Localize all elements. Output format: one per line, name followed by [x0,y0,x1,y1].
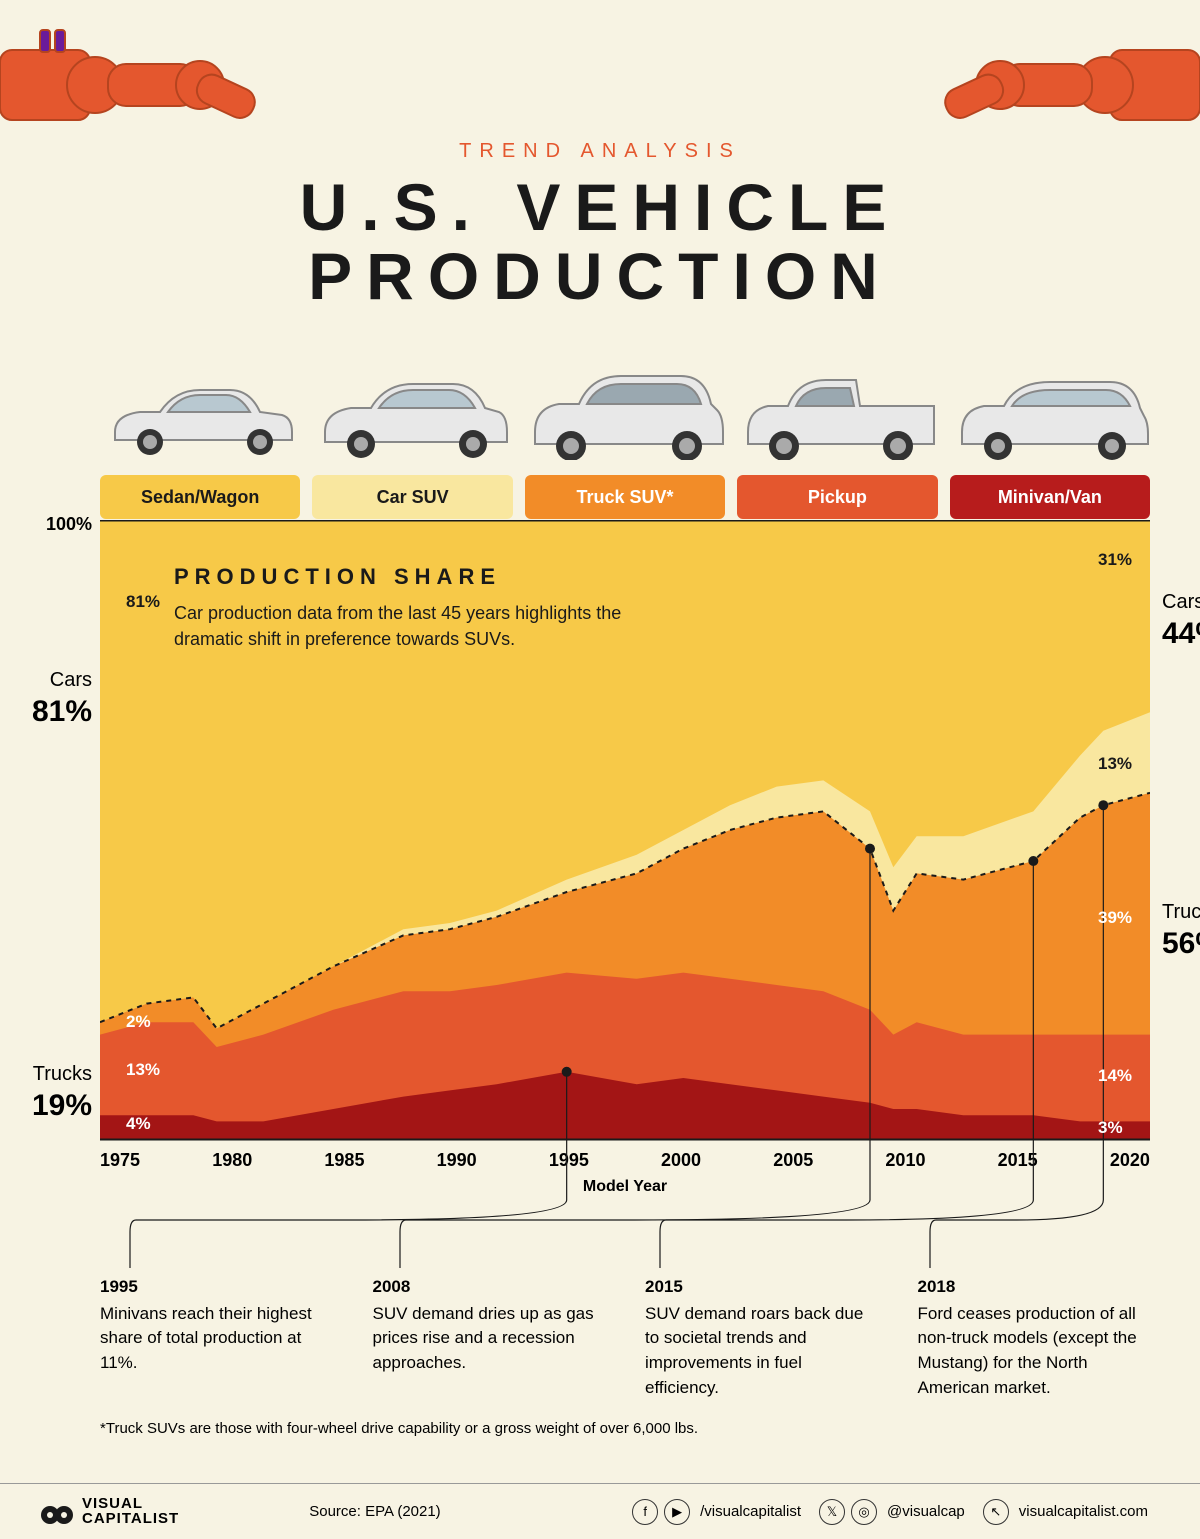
annotation-row: 1995Minivans reach their highest share o… [100,1275,1150,1400]
social-links: f ▶ /visualcapitalist 𝕏 ◎ @visualcap ↖ v… [632,1499,1160,1525]
callout-carsuv-right: 13% [1098,754,1132,774]
brand-name: VISUALCAPITALIST [82,1497,179,1526]
x-tick: 2015 [998,1150,1038,1171]
vehicle-row [100,360,1150,460]
chart-caption-heading: PRODUCTION SHARE [174,564,634,590]
annotation: 2018Ford ceases production of all non-tr… [918,1275,1151,1400]
truck-suv-vehicle-icon [525,360,725,460]
twitter-icon[interactable]: 𝕏 [819,1499,845,1525]
x-tick: 2000 [661,1150,701,1171]
x-tick: 2005 [773,1150,813,1171]
callout-minivan-right: 3% [1098,1118,1123,1138]
pickup-vehicle-icon [738,360,938,460]
x-tick: 2010 [885,1150,925,1171]
left-cars-label: Cars81% [12,668,92,731]
category-badge: Truck SUV* [525,475,725,519]
cursor-icon[interactable]: ↖ [983,1499,1009,1525]
callout-pickup-right: 14% [1098,1066,1132,1086]
x-tick: 1975 [100,1150,140,1171]
annotation: 2008SUV demand dries up as gas prices ri… [373,1275,606,1400]
y-axis-100: 100% [46,514,92,535]
x-tick: 1985 [324,1150,364,1171]
site-url: visualcapitalist.com [1019,1503,1148,1520]
category-badge-row: Sedan/Wagon Car SUV Truck SUV* Pickup Miniva… [100,475,1150,519]
x-tick: 2020 [1110,1150,1150,1171]
social-handle-2: @visualcap [887,1503,965,1520]
callout-trucksuv-left: 2% [126,1012,151,1032]
x-tick: 1995 [549,1150,589,1171]
callout-sedan-left: 81% [126,592,160,612]
source-text: Source: EPA (2021) [309,1503,440,1520]
annotation: 1995Minivans reach their highest share o… [100,1275,333,1400]
x-tick: 1990 [437,1150,477,1171]
social-handle-1: /visualcapitalist [700,1503,801,1520]
x-tick: 1980 [212,1150,252,1171]
facebook-icon[interactable]: f [632,1499,658,1525]
car-suv-vehicle-icon [313,360,513,460]
callout-minivan-left: 4% [126,1114,151,1134]
callout-pickup-left: 13% [126,1060,160,1080]
footnote: *Truck SUVs are those with four-wheel dr… [100,1418,698,1439]
right-trucks-label: Trucks56% [1162,900,1200,963]
brand-logo-icon [40,1497,74,1527]
left-trucks-label: Trucks19% [12,1062,92,1125]
x-axis-ticks: 1975 1980 1985 1990 1995 2000 2005 2010 2015 2020 [100,1150,1150,1171]
right-cars-label: Cars44% [1162,590,1200,653]
chart-caption: PRODUCTION SHARE Car production data fro… [174,564,634,652]
youtube-icon[interactable]: ▶ [664,1499,690,1525]
minivan-vehicle-icon [950,360,1150,460]
category-badge: Car SUV [312,475,512,519]
stacked-area-chart: 100% PRODUCTION SHARE Car production dat… [100,520,1150,1150]
instagram-icon[interactable]: ◎ [851,1499,877,1525]
main-title: U.S. VEHICLE PRODUCTION [0,173,1200,312]
category-badge: Minivan/Van [950,475,1150,519]
annotation: 2015SUV demand roars back due to societa… [645,1275,878,1400]
callout-trucksuv-right: 39% [1098,908,1132,928]
sedan-vehicle-icon [100,360,300,460]
footer: VISUALCAPITALIST Source: EPA (2021) f ▶ … [0,1483,1200,1539]
callout-sedan-right: 31% [1098,550,1132,570]
kicker: TREND ANALYSIS [0,140,1200,163]
title-block: TREND ANALYSIS U.S. VEHICLE PRODUCTION [0,140,1200,312]
x-axis-title: Model Year [100,1178,1150,1196]
chart-caption-body: Car production data from the last 45 yea… [174,600,634,652]
category-badge: Pickup [737,475,937,519]
category-badge: Sedan/Wagon [100,475,300,519]
